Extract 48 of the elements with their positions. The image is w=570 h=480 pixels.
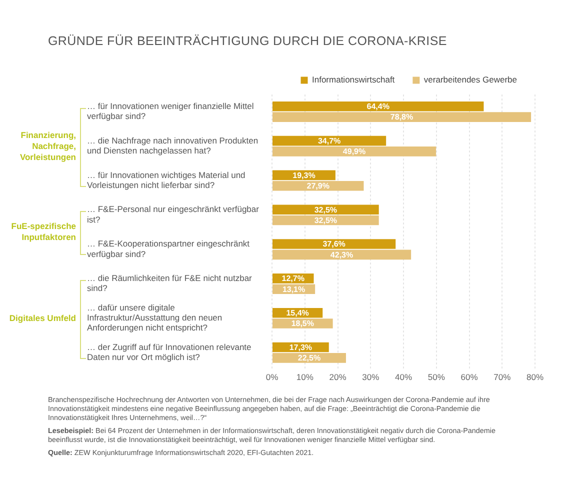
x-tick-label: 0%: [266, 372, 279, 382]
data-label: 15,4%: [286, 308, 309, 318]
x-tick-label: 30%: [362, 372, 380, 382]
data-label: 32,5%: [314, 205, 338, 214]
text: Digitales Umfeld: [8, 312, 76, 324]
x-tick-label: 80%: [526, 372, 544, 382]
x-tick-label: 60%: [460, 372, 478, 382]
x-tick-label: 50%: [428, 372, 446, 382]
y-tick-label: … für Innovationen weniger finanzielle Mittel verfügbar sind?: [87, 100, 254, 122]
x-tick-label: 10%: [296, 372, 314, 382]
data-label: 17,3%: [289, 342, 312, 352]
y-tick-label: … die Räumlichkeiten für F&E nicht nutzbar sind?: [87, 273, 252, 294]
y-tick-label: … dafür unsere digitale Infrastruktur/Ausstattung den neuen Anforderungen nicht entspricht?: [87, 302, 222, 333]
bar: [272, 353, 346, 363]
y-tick-label: … F&E-Personal nur eingeschränkt verfügbar ist?: [87, 204, 260, 224]
bar: [272, 112, 532, 122]
data-label: 19,3%: [292, 170, 316, 180]
x-tick-label: 20%: [329, 372, 347, 382]
data-label: 18,5%: [291, 319, 314, 328]
data-label: 78,8%: [390, 112, 414, 122]
data-label: 49,9%: [342, 147, 366, 156]
data-label: 22,5%: [298, 354, 321, 363]
bar: [272, 239, 396, 249]
data-label: 64,4%: [366, 102, 390, 112]
data-label: 27,9%: [306, 182, 330, 191]
chart-title: GRÜNDE FÜR BEEINTRÄCHTIGUNG DURCH DIE CORONA-KRISE: [48, 34, 447, 48]
data-label: 32,5%: [314, 216, 338, 225]
data-label: 42,3%: [330, 250, 354, 260]
x-tick-label: 70%: [494, 372, 512, 382]
data-label: 12,7%: [282, 274, 304, 284]
bar: [272, 136, 386, 146]
x-tick-label: 40%: [394, 372, 412, 382]
bar: [272, 250, 412, 260]
bar: [272, 204, 379, 215]
data-label: 34,7%: [318, 136, 341, 146]
y-tick-label: … der Zugriff auf für Innovationen relevante Daten nur vor Ort möglich ist?: [87, 342, 252, 362]
legend-label: Informationswirtschaft: [312, 74, 396, 85]
text: Finanzierung, Nachfrage, Vorleistungen: [18, 130, 76, 163]
text: FuE-spezifische Inputfaktoren: [10, 221, 76, 244]
bar: [272, 180, 364, 191]
data-label: 37,6%: [322, 240, 346, 249]
y-tick-label: … F&E-Kooperationspartner eingeschränkt verfügbar sind?: [87, 238, 250, 259]
y-tick-label: … die Nachfrage nach innovativen Produkten und Diensten nachgelassen hat?: [87, 135, 258, 156]
y-tick-label: … für Innovationen wichtiges Material und Vorleistungen nicht lieferbar sind?: [87, 170, 246, 190]
bar: [272, 101, 484, 112]
legend-label: verarbeitendes Gewerbe: [424, 74, 518, 85]
bar: [272, 146, 436, 156]
data-label: 13,1%: [282, 284, 306, 294]
